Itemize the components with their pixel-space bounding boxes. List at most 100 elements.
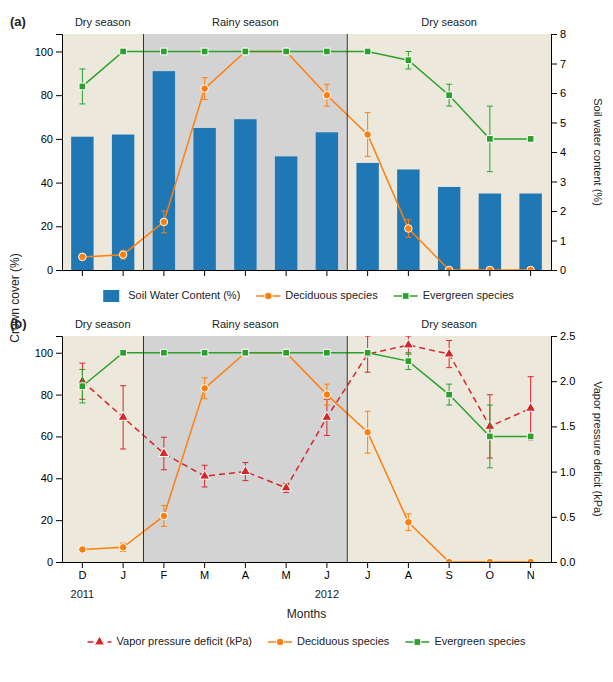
line-series [79, 349, 535, 562]
marker [527, 136, 534, 143]
marker [79, 546, 87, 554]
tick-mark [551, 93, 557, 94]
tick-label: 0 [47, 556, 53, 568]
axis-line [63, 270, 552, 271]
tick-mark [408, 270, 409, 276]
tick-label: 8 [560, 28, 566, 40]
error-bar [324, 84, 330, 106]
marker [445, 266, 453, 270]
y-tick: 40 [41, 472, 62, 484]
y2-tick: 1 [551, 235, 566, 247]
legend: Soil Water Content (%)Deciduous speciesE… [103, 289, 514, 302]
tick-label: 1 [560, 235, 566, 247]
marker [118, 411, 128, 420]
x-tick [408, 270, 409, 276]
marker [323, 391, 331, 399]
marker [527, 433, 534, 440]
tick-mark [551, 336, 557, 337]
y-tick: 20 [41, 514, 62, 526]
marker [161, 48, 168, 55]
tick-label: S [445, 569, 452, 581]
tick-mark [551, 211, 557, 212]
tick-mark [367, 562, 368, 568]
tick-mark [530, 270, 531, 276]
marker [444, 348, 454, 357]
tick-mark [163, 270, 164, 276]
marker [79, 383, 86, 390]
marker [405, 57, 412, 64]
panel: Dry seasonRainy seasonDry season02040608… [10, 14, 604, 302]
marker [79, 83, 86, 90]
legend-swatch [276, 638, 284, 646]
y2-tick: 2.0 [551, 375, 575, 387]
marker [323, 91, 331, 99]
marker [403, 339, 413, 348]
marker [364, 48, 371, 55]
marker [79, 253, 87, 261]
legend-label: Soil Water Content (%) [128, 289, 240, 301]
marker [201, 385, 209, 393]
tick-label: J [324, 569, 330, 581]
marker [242, 349, 249, 356]
season-label: Dry season [75, 16, 131, 28]
tick-mark [326, 270, 327, 276]
bar [193, 128, 215, 270]
tick-label: 3 [560, 176, 566, 188]
season-band [347, 34, 551, 270]
y2-tick: 5 [551, 117, 566, 129]
x-tick [123, 270, 124, 276]
x-tick: J [365, 562, 371, 581]
x-tick: M [200, 562, 209, 581]
legend-swatch [414, 639, 421, 646]
season-bands [62, 34, 551, 270]
x-tick: J [120, 562, 126, 581]
bar [356, 163, 378, 270]
marker [363, 348, 373, 357]
marker [364, 428, 372, 436]
x-tick: A [242, 562, 250, 581]
x-tick: A [405, 562, 413, 581]
marker [364, 131, 372, 139]
marker [200, 470, 210, 479]
marker [242, 48, 250, 56]
axis-line [56, 35, 63, 271]
tick-mark [286, 562, 287, 568]
season-label: Dry season [421, 16, 477, 28]
tick-mark [551, 123, 557, 124]
season-divider [143, 34, 144, 270]
bar [153, 71, 175, 270]
y2-tick: 4 [551, 146, 566, 158]
legend-item: Vapor pressure deficit (kPa) [88, 635, 253, 647]
error-bar [79, 369, 85, 402]
tick-label: M [282, 569, 291, 581]
season-band [347, 336, 551, 562]
y-tick: 100 [35, 46, 62, 58]
marker [119, 251, 127, 259]
tick-mark [551, 34, 557, 35]
x-tick [489, 270, 490, 276]
plot-area [71, 48, 542, 270]
tick-mark [56, 520, 62, 521]
marker [405, 358, 412, 365]
legend-label: Evergreen species [423, 289, 515, 301]
panel: Dry seasonRainy seasonDry season02040608… [10, 316, 604, 647]
marker [282, 349, 290, 357]
legend-swatch [265, 292, 273, 300]
legend-swatch [402, 293, 409, 300]
tick-mark [82, 270, 83, 276]
error-bar [120, 543, 126, 551]
line-series [79, 349, 534, 467]
x-tick [245, 270, 246, 276]
x-tick [204, 270, 205, 276]
season-label: Dry season [75, 318, 131, 330]
x-tick: O [486, 562, 495, 581]
axis-line [552, 35, 558, 271]
marker [120, 349, 127, 356]
x-tick: F [161, 562, 168, 581]
marker [526, 402, 536, 411]
tick-mark [82, 562, 83, 568]
marker [161, 349, 168, 356]
legend-label: Vapor pressure deficit (kPa) [117, 635, 253, 647]
tick-mark [551, 241, 557, 242]
tick-mark [123, 270, 124, 276]
